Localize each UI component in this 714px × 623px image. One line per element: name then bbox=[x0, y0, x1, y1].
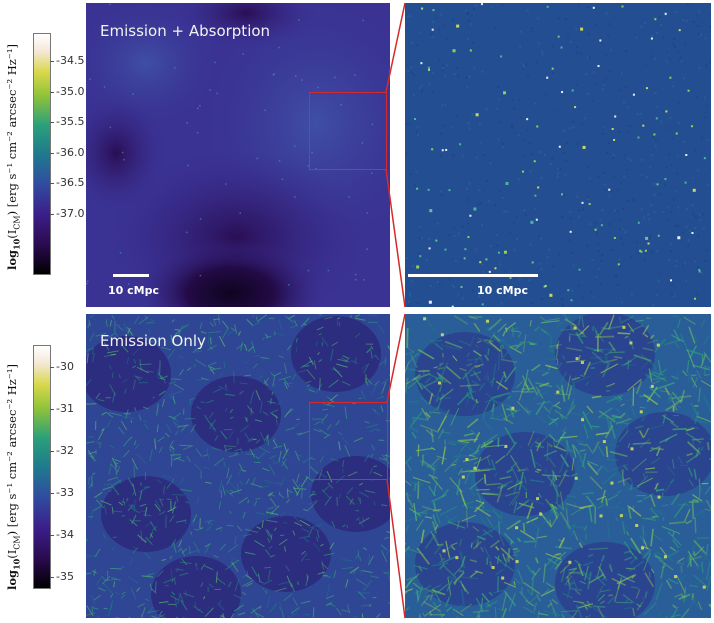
top-colorbar-tick-label: -36.5 bbox=[56, 176, 85, 189]
top-colorbar-tick-mark bbox=[50, 213, 54, 215]
top-colorbar bbox=[33, 33, 51, 275]
top-colorbar-tick-label: -37.0 bbox=[56, 206, 85, 220]
top-colorbar-tick-label: -36.0 bbox=[56, 145, 85, 159]
top-right-scalebar bbox=[408, 274, 538, 277]
bottom-panel-title: Emission Only bbox=[100, 332, 206, 350]
top-right-map bbox=[405, 3, 711, 307]
top-left-map bbox=[86, 3, 390, 307]
top-right-scalebar-label: 10 cMpc bbox=[477, 284, 528, 297]
top-zoom-box bbox=[309, 92, 387, 170]
top-left-scalebar bbox=[113, 274, 149, 277]
bottom-colorbar-tick-label: -34 bbox=[56, 528, 74, 541]
bottom-colorbar-tick-mark bbox=[50, 493, 54, 494]
top-colorbar-tick-mark bbox=[50, 61, 54, 62]
bottom-colorbar-tick-label: -30 bbox=[56, 360, 74, 373]
bottom-colorbar-tick-mark bbox=[50, 367, 54, 368]
bottom-right-map bbox=[405, 314, 711, 618]
top-colorbar-tick-mark bbox=[50, 183, 54, 184]
bottom-colorbar-tick-mark bbox=[50, 535, 54, 536]
bottom-colorbar bbox=[33, 345, 51, 589]
bottom-colorbar-tick-label: -35 bbox=[56, 570, 74, 583]
bottom-colorbar-tick-label: -33 bbox=[56, 486, 74, 499]
bottom-zoom-box bbox=[309, 402, 388, 480]
bottom-left-map bbox=[86, 314, 390, 618]
top-colorbar-tick-label: -34.5 bbox=[56, 54, 85, 67]
bottom-colorbar-tick-mark bbox=[50, 409, 54, 410]
top-colorbar-tick-label: -35.5 bbox=[56, 115, 85, 128]
top-colorbar-tick-mark bbox=[50, 122, 54, 123]
bottom-colorbar-tick-mark bbox=[50, 577, 54, 578]
top-colorbar-tick-label: -35.0 bbox=[56, 84, 85, 98]
top-colorbar-tick-mark bbox=[50, 152, 54, 154]
bottom-colorbar-tick-mark bbox=[50, 451, 54, 452]
top-colorbar-tick-mark bbox=[50, 91, 54, 93]
top-left-scalebar-label: 10 cMpc bbox=[108, 284, 159, 297]
bottom-colorbar-tick-label: -31 bbox=[56, 402, 74, 415]
bottom-colorbar-tick-label: -32 bbox=[56, 444, 74, 457]
top-colorbar-label: log10(ICM) [erg s⁻¹ cm⁻² arcsec⁻² Hz⁻¹] bbox=[5, 44, 22, 270]
top-panel-title: Emission + Absorption bbox=[100, 22, 271, 40]
bottom-colorbar-label: log10(ICM) [erg s⁻¹ cm⁻² arcsec⁻² Hz⁻¹] bbox=[5, 364, 22, 590]
